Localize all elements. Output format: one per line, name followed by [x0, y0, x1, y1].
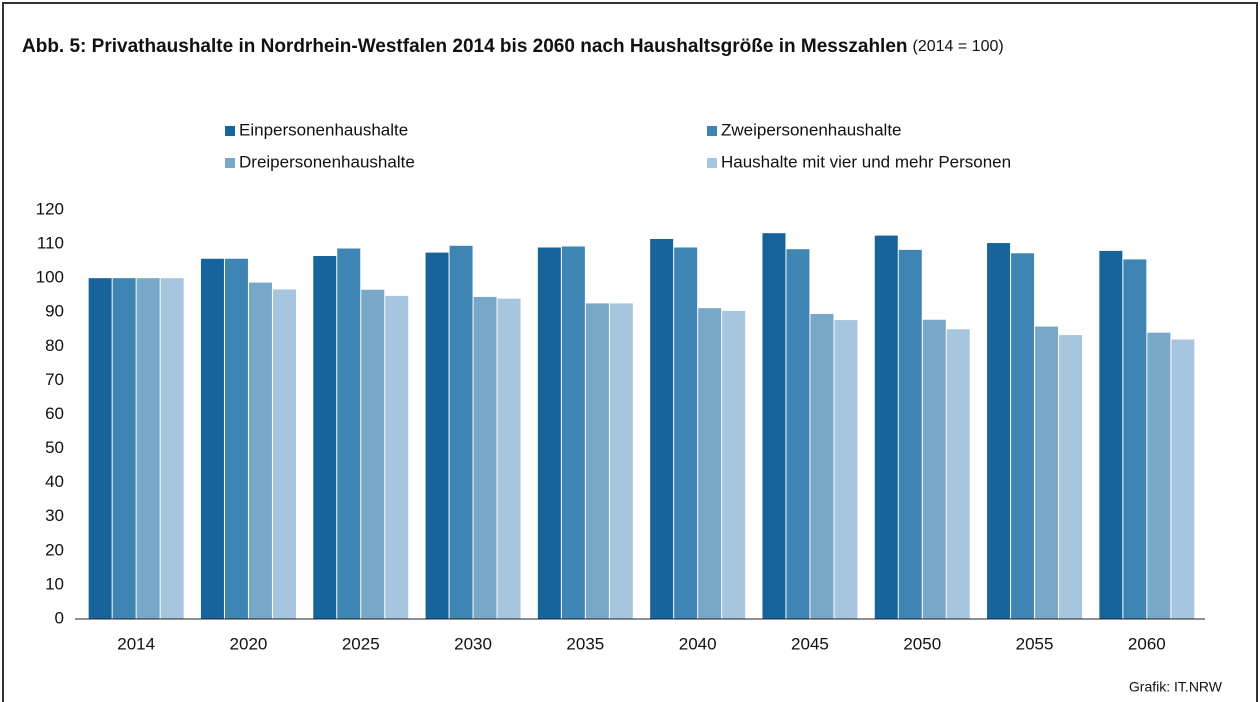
x-tick-label: 2060	[1128, 634, 1166, 653]
bar	[313, 256, 337, 619]
bar	[200, 258, 224, 619]
legend-label: Zweipersonenhaushalte	[721, 120, 902, 139]
bar	[248, 282, 272, 619]
x-tick-label: 2025	[342, 634, 380, 653]
bar	[609, 303, 633, 619]
y-tick-label: 30	[45, 506, 64, 525]
bar	[674, 247, 698, 619]
bar	[136, 278, 160, 619]
bar	[112, 278, 136, 619]
bar	[1099, 250, 1123, 619]
bar	[946, 329, 970, 619]
y-tick-label: 10	[45, 574, 64, 593]
bar	[425, 252, 449, 619]
y-tick-label: 40	[45, 472, 64, 491]
bar	[224, 258, 248, 619]
x-tick-label: 2050	[903, 634, 941, 653]
y-tick-label: 60	[45, 404, 64, 423]
chart-title: Abb. 5: Privathaushalte in Nordrhein-Wes…	[22, 36, 908, 57]
legend-swatch	[225, 126, 235, 136]
bar	[585, 303, 609, 619]
chart-subtitle: (2014 = 100)	[913, 38, 1004, 55]
x-tick-label: 2045	[791, 634, 829, 653]
bar	[722, 310, 746, 619]
bar	[834, 320, 858, 619]
legend-label: Haushalte mit vier und mehr Personen	[721, 152, 1011, 171]
bar	[898, 249, 922, 619]
bar	[1123, 259, 1147, 619]
bar	[272, 289, 296, 619]
bar	[1059, 335, 1083, 619]
bar	[922, 319, 946, 619]
x-tick-label: 2040	[679, 634, 717, 653]
source: Grafik: IT.NRW	[1129, 679, 1223, 695]
bar	[385, 295, 409, 619]
x-tick-label: 2055	[1016, 634, 1054, 653]
legend-label: Dreipersonenhaushalte	[239, 152, 415, 171]
legend-swatch	[707, 126, 717, 136]
bar	[1147, 332, 1171, 619]
bar	[1035, 326, 1059, 619]
bar	[337, 248, 361, 619]
bar	[361, 289, 385, 619]
bar	[473, 296, 497, 619]
bar	[786, 249, 810, 619]
x-tick-label: 2014	[117, 634, 155, 653]
y-tick-label: 20	[45, 540, 64, 559]
bar	[160, 278, 184, 619]
bar	[88, 278, 112, 619]
bar	[810, 313, 834, 619]
y-tick-label: 110	[37, 234, 64, 253]
y-tick-label: 100	[36, 268, 64, 287]
bar	[874, 235, 898, 619]
bar	[537, 247, 561, 619]
y-tick-label: 90	[45, 302, 64, 321]
legend-label: Einpersonenhaushalte	[239, 120, 408, 139]
bar	[698, 308, 722, 619]
legend-swatch	[707, 158, 717, 168]
y-tick-label: 50	[45, 438, 64, 457]
bar	[650, 238, 674, 620]
y-tick-label: 0	[55, 608, 64, 627]
legend-swatch	[225, 158, 235, 168]
y-tick-label: 80	[45, 336, 64, 355]
y-tick-label: 120	[36, 199, 64, 218]
x-tick-label: 2035	[566, 634, 604, 653]
y-tick-label: 70	[45, 370, 64, 389]
bar	[449, 245, 473, 619]
bar	[1171, 339, 1195, 619]
bar	[762, 233, 786, 619]
x-tick-label: 2020	[230, 634, 268, 653]
x-tick-label: 2030	[454, 634, 492, 653]
bar	[1011, 253, 1035, 619]
bar	[561, 246, 585, 619]
bar	[987, 243, 1011, 619]
bar	[497, 298, 521, 619]
